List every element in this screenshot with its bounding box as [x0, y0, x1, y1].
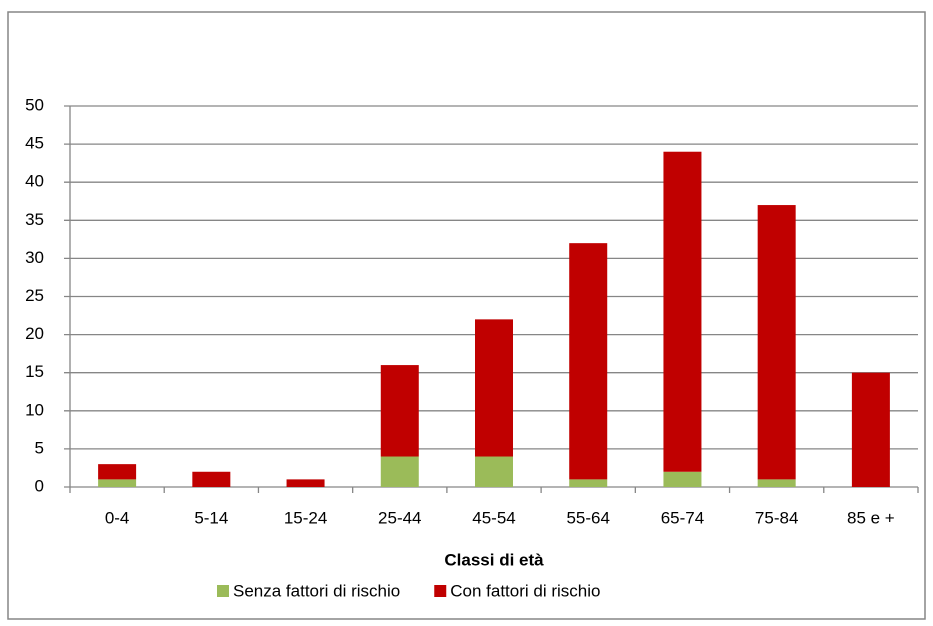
y-tick-label: 30 — [25, 248, 44, 267]
x-tick-label: 85 e + — [847, 508, 895, 527]
bar-segment — [98, 479, 137, 487]
legend-label: Senza fattori di rischio — [233, 581, 400, 600]
x-tick-label: 45-54 — [472, 508, 515, 527]
bar-segment — [663, 151, 702, 472]
y-tick-label: 0 — [35, 476, 44, 495]
x-tick-label: 75-84 — [755, 508, 798, 527]
bar-segment — [192, 471, 231, 487]
x-tick-label: 15-24 — [284, 508, 327, 527]
y-tick-label: 45 — [25, 134, 44, 153]
bar-segment — [851, 372, 890, 487]
x-tick-label: 55-64 — [566, 508, 609, 527]
bar-segment — [757, 205, 796, 480]
y-tick-label: 10 — [25, 400, 44, 419]
bar-segment — [475, 456, 513, 487]
bar-segment — [380, 365, 419, 457]
legend-label: Con fattori di rischio — [450, 581, 600, 600]
bar-segment — [98, 464, 137, 480]
bar-segment — [757, 479, 796, 487]
y-tick-label: 40 — [25, 172, 44, 191]
y-tick-label: 15 — [25, 362, 44, 381]
legend-swatch — [217, 585, 229, 597]
bar-segment — [569, 243, 608, 480]
y-tick-label: 35 — [25, 210, 44, 229]
y-tick-label: 25 — [25, 286, 44, 305]
bar-segment — [475, 319, 513, 457]
legend-swatch — [434, 585, 447, 597]
x-axis-title: Classi di età — [444, 550, 544, 569]
y-tick-label: 5 — [35, 438, 44, 457]
y-tick-label: 50 — [25, 95, 44, 114]
bar-segment — [569, 479, 608, 487]
x-tick-label: 0-4 — [105, 508, 130, 527]
bar-segment — [286, 479, 325, 487]
x-tick-label: 65-74 — [661, 508, 704, 527]
bar-segment — [380, 456, 419, 487]
x-tick-label: 5-14 — [194, 508, 228, 527]
x-tick-label: 25-44 — [378, 508, 421, 527]
bar-segment — [663, 471, 702, 487]
y-tick-label: 20 — [25, 324, 44, 343]
